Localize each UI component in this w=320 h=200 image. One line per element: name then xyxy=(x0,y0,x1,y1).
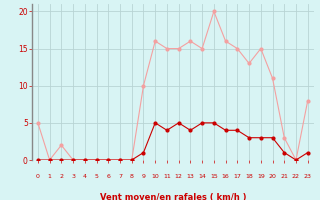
X-axis label: Vent moyen/en rafales ( km/h ): Vent moyen/en rafales ( km/h ) xyxy=(100,193,246,200)
